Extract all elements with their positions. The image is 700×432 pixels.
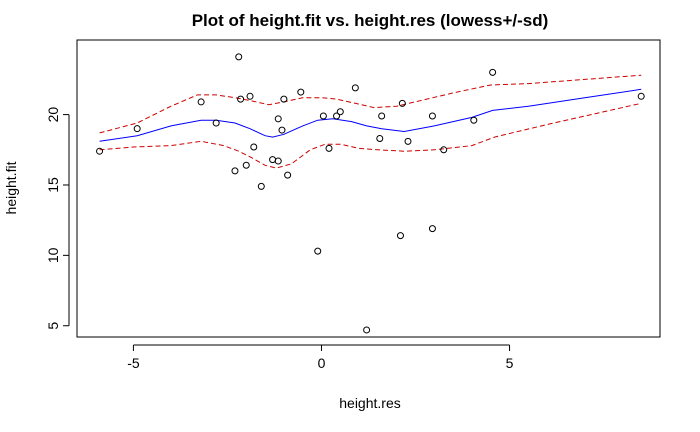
data-point bbox=[257, 182, 265, 190]
data-point bbox=[242, 161, 250, 169]
data-point bbox=[428, 112, 436, 120]
y-tick-label: 15 bbox=[45, 177, 61, 193]
y-tick-label: 5 bbox=[45, 322, 61, 330]
data-point bbox=[133, 125, 141, 133]
series-layer bbox=[99, 74, 642, 169]
data-point bbox=[333, 112, 341, 120]
data-point bbox=[398, 99, 406, 107]
data-point bbox=[274, 115, 282, 123]
data-point bbox=[235, 53, 243, 61]
x-tick-label: 5 bbox=[506, 355, 514, 371]
data-point bbox=[319, 112, 327, 120]
data-point bbox=[404, 137, 412, 145]
data-point bbox=[376, 135, 384, 143]
x-tick-label: 0 bbox=[318, 355, 326, 371]
data-point bbox=[246, 92, 254, 100]
y-tick-label: 10 bbox=[45, 247, 61, 263]
data-point bbox=[280, 95, 288, 103]
data-point bbox=[96, 147, 104, 155]
points-layer bbox=[96, 53, 645, 334]
data-point bbox=[237, 95, 245, 103]
data-point bbox=[336, 108, 344, 116]
y-tick-label: 20 bbox=[45, 107, 61, 123]
lowess-line bbox=[99, 88, 642, 142]
data-point bbox=[489, 68, 497, 76]
y-axis: 5 10 15 20 bbox=[45, 107, 70, 330]
data-point bbox=[637, 92, 645, 100]
data-point bbox=[470, 116, 478, 124]
data-point bbox=[363, 326, 371, 334]
data-point bbox=[297, 88, 305, 96]
data-point bbox=[325, 144, 333, 152]
data-point bbox=[250, 143, 258, 151]
data-point bbox=[440, 146, 448, 154]
y-axis-label: height.fit bbox=[3, 161, 19, 214]
data-point bbox=[278, 126, 286, 134]
data-point bbox=[428, 225, 436, 233]
plot-area-border bbox=[76, 39, 661, 338]
chart-title: Plot of height.fit vs. height.res (lowes… bbox=[192, 11, 549, 30]
data-point bbox=[351, 84, 359, 92]
data-point bbox=[197, 98, 205, 106]
x-tick-label: -5 bbox=[127, 355, 140, 371]
x-axis-label: height.res bbox=[339, 395, 400, 411]
data-point bbox=[378, 112, 386, 120]
x-axis: -5 0 5 bbox=[127, 344, 514, 371]
sd-band-line bbox=[99, 74, 642, 134]
data-point bbox=[314, 247, 322, 255]
data-point bbox=[212, 119, 220, 127]
data-point bbox=[284, 171, 292, 179]
sd-band-line bbox=[99, 102, 642, 169]
data-point bbox=[274, 157, 282, 165]
data-point bbox=[231, 167, 239, 175]
data-point bbox=[269, 156, 277, 164]
data-point bbox=[396, 232, 404, 240]
